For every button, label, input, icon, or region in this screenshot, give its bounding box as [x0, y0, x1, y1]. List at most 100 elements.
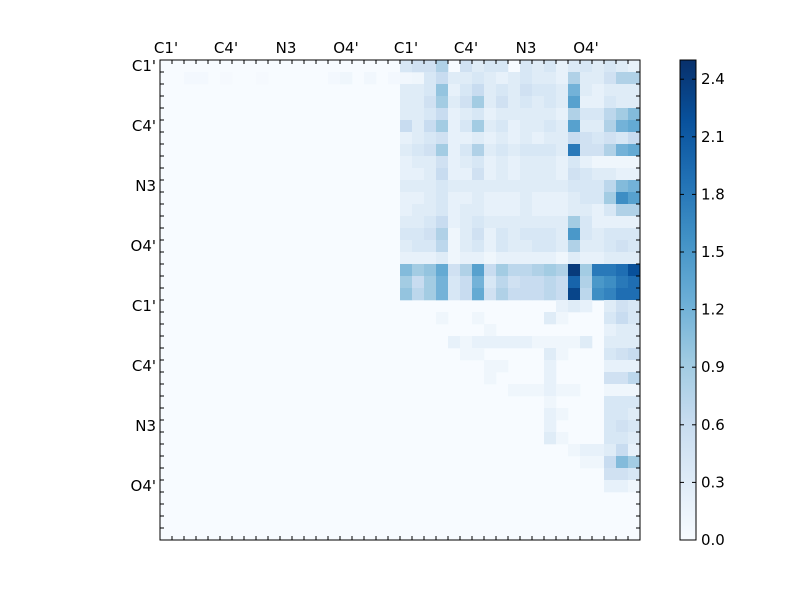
heatmap-cell — [556, 204, 569, 217]
heatmap-cell — [544, 120, 557, 133]
heatmap-cell — [448, 336, 461, 349]
heatmap-cell — [472, 240, 485, 253]
heatmap-cell — [520, 288, 533, 301]
heatmap-cell — [604, 228, 617, 241]
heatmap-cell — [400, 132, 413, 145]
heatmap-cell — [544, 336, 557, 349]
heatmap-cell — [412, 192, 425, 205]
heatmap-cell — [496, 336, 509, 349]
heatmap-cell — [616, 168, 629, 181]
heatmap-cell — [532, 288, 545, 301]
heatmap-cell — [580, 240, 593, 253]
heatmap-cell — [436, 180, 449, 193]
heatmap-cell — [628, 216, 641, 229]
heatmap-cell — [496, 108, 509, 121]
heatmap-cell — [616, 288, 629, 301]
heatmap-cell — [544, 132, 557, 145]
heatmap-cell — [520, 132, 533, 145]
heatmap-cell — [616, 108, 629, 121]
heatmap-cell — [400, 276, 413, 289]
heatmap-cell — [556, 84, 569, 97]
heatmap-cell — [472, 288, 485, 301]
heatmap-cell — [520, 72, 533, 85]
heatmap-cell — [604, 180, 617, 193]
heatmap-cell — [604, 360, 617, 373]
heatmap-cell — [520, 192, 533, 205]
heatmap-cell — [616, 372, 629, 385]
heatmap-cell — [508, 204, 521, 217]
heatmap-cell — [628, 252, 641, 265]
heatmap-cell — [472, 108, 485, 121]
heatmap-cell — [472, 120, 485, 133]
heatmap-cell — [496, 132, 509, 145]
heatmap-cell — [460, 108, 473, 121]
heatmap-cell — [472, 252, 485, 265]
heatmap-cell — [424, 252, 437, 265]
heatmap-cell — [628, 168, 641, 181]
heatmap-cell — [412, 228, 425, 241]
heatmap-cell — [256, 72, 269, 85]
heatmap-cell — [484, 264, 497, 277]
heatmap-cell — [568, 96, 581, 109]
heatmap-cell — [400, 72, 413, 85]
heatmap-cell — [544, 252, 557, 265]
heatmap-cell — [616, 156, 629, 169]
heatmap-cell — [436, 72, 449, 85]
heatmap-cell — [472, 312, 485, 325]
heatmap-cell — [592, 96, 605, 109]
heatmap-cell — [616, 120, 629, 133]
heatmap-cell — [508, 144, 521, 157]
heatmap-cell — [448, 120, 461, 133]
heatmap-cell — [436, 264, 449, 277]
heatmap-cell — [580, 252, 593, 265]
heatmap-cell — [412, 96, 425, 109]
heatmap-cell — [472, 156, 485, 169]
heatmap-cell — [532, 204, 545, 217]
heatmap-cell — [484, 216, 497, 229]
heatmap-cell — [532, 240, 545, 253]
heatmap-cell — [580, 84, 593, 97]
heatmap-cell — [544, 60, 557, 73]
heatmap-cell — [400, 264, 413, 277]
heatmap-cell — [424, 156, 437, 169]
heatmap-cell — [436, 84, 449, 97]
heatmap-cell — [628, 132, 641, 145]
heatmap-cell — [568, 144, 581, 157]
heatmap-cell — [580, 228, 593, 241]
heatmap-cell — [604, 384, 617, 397]
heatmap-cell — [496, 276, 509, 289]
heatmap-cell — [496, 192, 509, 205]
heatmap-cell — [472, 216, 485, 229]
heatmap-cell — [568, 60, 581, 73]
heatmap-cell — [448, 288, 461, 301]
heatmap-cells — [184, 60, 641, 493]
heatmap-cell — [532, 276, 545, 289]
heatmap-cell — [556, 216, 569, 229]
heatmap-cell — [484, 156, 497, 169]
heatmap-cell — [412, 276, 425, 289]
heatmap-cell — [220, 72, 233, 85]
heatmap-cell — [616, 480, 629, 493]
heatmap-cell — [472, 72, 485, 85]
heatmap-cell — [604, 168, 617, 181]
heatmap-cell — [460, 228, 473, 241]
heatmap-cell — [472, 180, 485, 193]
heatmap-cell — [508, 132, 521, 145]
heatmap-cell — [424, 192, 437, 205]
colorbar-tick-label: 0.9 — [701, 358, 725, 376]
heatmap-cell — [580, 216, 593, 229]
heatmap-cell — [400, 108, 413, 121]
heatmap-cell — [592, 144, 605, 157]
heatmap-cell — [616, 348, 629, 361]
heatmap-cell — [448, 168, 461, 181]
heatmap-cell — [628, 324, 641, 337]
heatmap-cell — [556, 144, 569, 157]
heatmap-cell — [400, 96, 413, 109]
heatmap-cell — [616, 60, 629, 73]
heatmap-cell — [628, 348, 641, 361]
heatmap-cell — [484, 72, 497, 85]
heatmap-cell — [592, 132, 605, 145]
heatmap-cell — [496, 180, 509, 193]
heatmap-cell — [460, 156, 473, 169]
